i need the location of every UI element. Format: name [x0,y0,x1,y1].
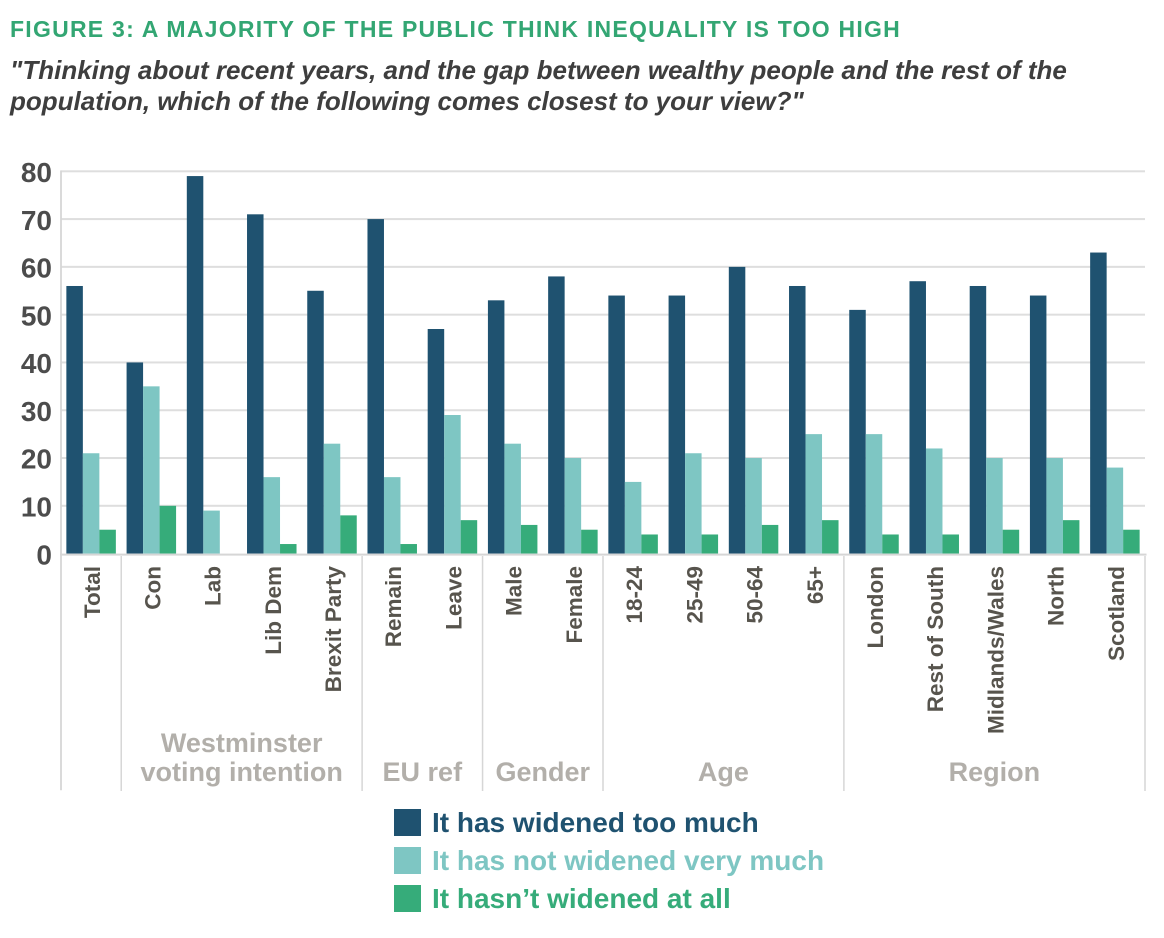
svg-text:70: 70 [21,205,52,236]
svg-text:40: 40 [21,348,52,379]
svg-text:Midlands/Wales: Midlands/Wales [983,566,1008,734]
svg-text:Lib Dem: Lib Dem [261,566,286,655]
svg-text:London: London [863,566,888,648]
svg-text:18-24: 18-24 [622,566,647,624]
svg-text:50: 50 [21,300,52,331]
svg-text:Brexit Party: Brexit Party [321,566,346,693]
svg-text:80: 80 [21,157,52,188]
svg-text:60: 60 [21,253,52,284]
svg-text:Region: Region [949,757,1041,787]
svg-text:Leave: Leave [441,566,466,630]
svg-text:10: 10 [21,492,52,523]
svg-text:Remain: Remain [381,566,406,647]
svg-text:Rest of South: Rest of South [923,566,948,712]
svg-text:Gender: Gender [496,757,591,787]
svg-text:Lab: Lab [201,566,226,606]
svg-text:Female: Female [562,566,587,644]
svg-text:0: 0 [36,539,52,570]
svg-text:EU ref: EU ref [383,757,464,787]
svg-text:It hasn’t widened at all: It hasn’t widened at all [432,883,731,914]
svg-text:25-49: 25-49 [682,566,707,624]
svg-text:Total: Total [80,566,105,618]
svg-text:voting intention: voting intention [140,757,342,787]
svg-text:Con: Con [140,566,165,610]
svg-text:Age: Age [698,757,749,787]
svg-text:It has not widened very much: It has not widened very much [432,845,824,876]
svg-text:It has widened too much: It has widened too much [432,807,759,838]
svg-text:20: 20 [21,444,52,475]
svg-text:Scotland: Scotland [1104,566,1129,661]
svg-text:Male: Male [502,566,527,616]
svg-text:65+: 65+ [803,566,828,604]
svg-text:50-64: 50-64 [743,566,768,624]
svg-text:North: North [1044,566,1069,626]
svg-text:Westminster: Westminster [161,728,323,758]
svg-text:30: 30 [21,396,52,427]
